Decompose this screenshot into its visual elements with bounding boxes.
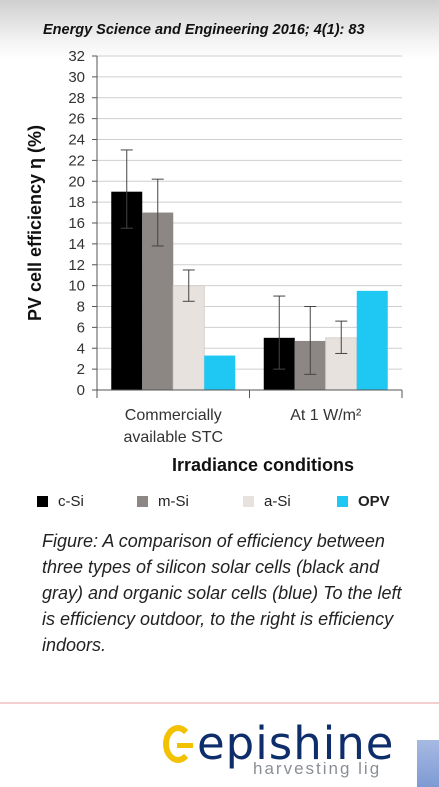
top-shade: [0, 0, 439, 60]
x-category-label-line2: available STC: [123, 429, 223, 446]
x-axis-title: Irradiance conditions: [172, 455, 354, 475]
legend-swatch-c-si: [37, 495, 48, 507]
y-tick-label: 8: [77, 299, 85, 316]
legend-swatch-opv: [337, 495, 348, 507]
legend-swatch-a-si: [243, 495, 254, 507]
legend-label-c-si: c-Si: [58, 492, 84, 510]
divider: [0, 702, 439, 704]
y-tick-label: 10: [68, 278, 85, 295]
y-tick-label: 16: [68, 215, 85, 232]
axes: [92, 55, 403, 398]
y-tick-label: 4: [77, 340, 85, 357]
x-category-label: At 1 W/m²: [290, 407, 362, 424]
y-tick-label: 24: [68, 132, 85, 149]
bars: [111, 191, 388, 391]
legend-swatch-m-si: [137, 495, 148, 507]
legend-item-opv: OPV: [337, 492, 390, 510]
y-tick-label: 26: [68, 111, 85, 128]
y-tick-label: 6: [77, 319, 85, 336]
y-tick-label: 22: [68, 152, 85, 169]
legend-item-m-si: m-Si: [137, 492, 189, 510]
bar-opv: [204, 355, 236, 390]
logo-e-icon: [163, 725, 193, 763]
y-tick-label: 20: [68, 173, 85, 190]
bar-opv: [356, 290, 388, 390]
logo-tagline: harvesting lig: [253, 759, 382, 778]
error-bars: [120, 149, 348, 375]
y-tick-label: 14: [68, 236, 85, 253]
logo-word: epishine: [197, 717, 395, 770]
legend-item-a-si: a-Si: [243, 492, 291, 510]
y-tick-label: 32: [68, 48, 85, 65]
axis-labels: 02468101214161820222426283032Commerciall…: [25, 48, 362, 475]
epishine-logo: epishine harvesting lig: [163, 717, 423, 787]
citation-header: Energy Science and Engineering 2016; 4(1…: [43, 22, 365, 38]
overlay-thumbnail-icon: [417, 740, 439, 787]
y-tick-label: 0: [77, 382, 85, 399]
legend-label-a-si: a-Si: [264, 492, 291, 510]
figure-caption: Figure: A comparison of efficiency betwe…: [42, 531, 402, 655]
legend-item-c-si: c-Si: [37, 492, 84, 510]
y-tick-label: 12: [68, 257, 85, 274]
legend-label-opv: OPV: [358, 492, 390, 510]
grid-lines: [97, 55, 402, 370]
y-tick-label: 18: [68, 194, 85, 211]
y-tick-label: 30: [68, 69, 85, 86]
y-axis-title: PV cell efficiency η (%): [25, 125, 45, 321]
y-tick-label: 2: [77, 361, 85, 378]
legend-label-m-si: m-Si: [158, 492, 189, 510]
x-category-label: Commercially: [125, 407, 222, 424]
efficiency-chart: 02468101214161820222426283032Commerciall…: [25, 48, 403, 475]
y-tick-label: 28: [68, 90, 85, 107]
